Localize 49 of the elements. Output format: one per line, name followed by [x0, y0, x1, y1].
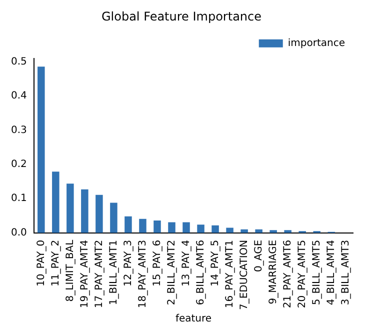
x-tick-label: 20_PAY_AMT5 — [296, 240, 308, 308]
y-tick-label: 0.3 — [10, 124, 27, 136]
x-tick-label: 15_PAY_6 — [152, 240, 163, 286]
x-tick-label: 17_PAY_AMT2 — [94, 240, 105, 308]
bar — [182, 222, 190, 233]
bar — [139, 218, 146, 233]
bar — [168, 222, 176, 233]
bar — [124, 216, 132, 233]
x-tick-label: 8_LIMIT_BAL — [64, 239, 76, 302]
legend-label: importance — [288, 38, 346, 49]
chart-title: Global Feature Importance — [101, 9, 262, 24]
x-tick-label: 6_BILL_AMT6 — [195, 240, 206, 306]
x-tick-label: 1_BILL_AMT1 — [108, 240, 120, 306]
y-tick-label: 0.4 — [10, 90, 27, 102]
bar — [81, 189, 88, 233]
x-tick-label: 5_BILL_AMT5 — [311, 240, 322, 306]
bar — [66, 184, 74, 233]
y-tick-label: 0.2 — [10, 159, 27, 170]
x-tick-label: 16_PAY_AMT1 — [224, 240, 236, 308]
bar — [197, 224, 204, 233]
x-tick-label: 0_AGE — [253, 240, 264, 272]
y-tick-label: 0.1 — [10, 193, 27, 204]
x-tick-label: 7_EDUCATION — [238, 240, 250, 310]
x-tick-label: 19_PAY_AMT4 — [79, 240, 90, 308]
x-tick-label: 10_PAY_0 — [36, 240, 47, 286]
x-tick-label: 13_PAY_4 — [180, 240, 192, 286]
bar — [270, 230, 277, 233]
x-tick-label: 11_PAY_2 — [50, 240, 62, 286]
y-tick-label: 0.0 — [10, 227, 27, 238]
x-axis-title: feature — [175, 314, 212, 325]
bar — [240, 229, 248, 233]
x-tick-label: 9_MARRIAGE — [268, 240, 279, 304]
x-tick-label: 4_BILL_AMT4 — [326, 240, 337, 306]
x-tick-label: 14_PAY_5 — [210, 240, 221, 286]
bar — [96, 194, 103, 233]
bar — [255, 229, 262, 233]
bar — [52, 172, 60, 233]
x-tick-label: 2_BILL_AMT2 — [166, 240, 178, 306]
bar — [212, 225, 219, 233]
bar — [154, 220, 161, 233]
x-tick-label: 12_PAY_3 — [122, 240, 134, 286]
x-tick-label: 21_PAY_AMT6 — [282, 240, 294, 308]
bar — [226, 228, 234, 233]
bar — [38, 66, 45, 233]
bar — [110, 202, 118, 233]
bar — [284, 230, 292, 233]
x-tick-label: 18_PAY_AMT3 — [137, 240, 148, 308]
y-tick-label: 0.5 — [10, 56, 27, 68]
x-tick-label: 3_BILL_AMT3 — [340, 240, 352, 306]
